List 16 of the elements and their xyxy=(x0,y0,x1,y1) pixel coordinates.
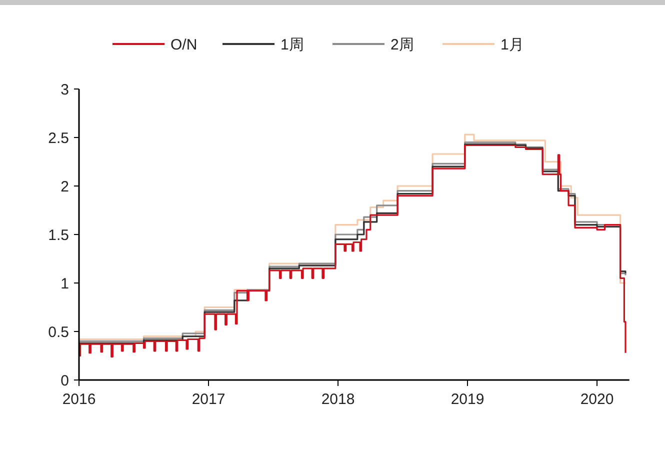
y-tick-label: 1 xyxy=(60,275,69,292)
x-tick-label: 2018 xyxy=(321,391,355,408)
legend-label: 1周 xyxy=(280,36,304,54)
y-tick-label: 0 xyxy=(60,372,69,390)
legend-label: O/N xyxy=(170,36,198,54)
x-tick-label: 2020 xyxy=(580,391,614,408)
y-tick-label: 3 xyxy=(60,81,69,98)
x-tick-label: 2016 xyxy=(62,391,96,408)
x-tick-label: 2017 xyxy=(192,391,226,408)
legend-label: 2周 xyxy=(390,36,414,54)
y-tick-label: 0.5 xyxy=(48,324,69,341)
y-tick-label: 1.5 xyxy=(48,226,69,244)
x-tick-label: 2019 xyxy=(450,391,484,408)
y-tick-label: 2 xyxy=(60,178,69,196)
legend-label: 1月 xyxy=(500,36,524,54)
y-tick-label: 2.5 xyxy=(48,130,69,147)
